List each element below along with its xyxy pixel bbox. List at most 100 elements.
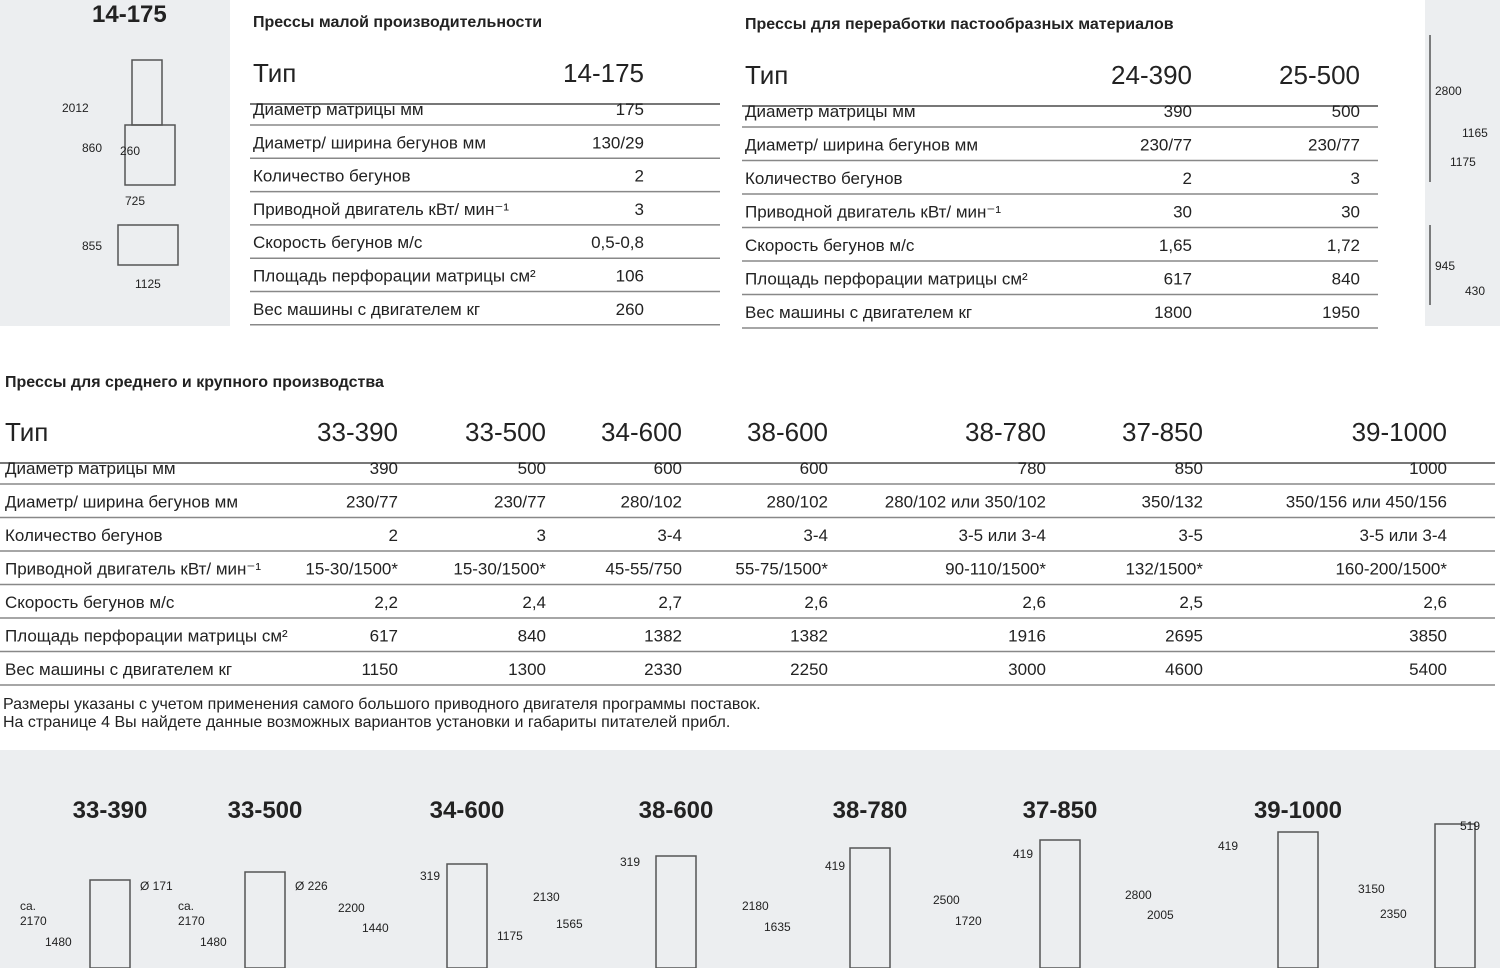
dimension: 1125 [135, 277, 161, 291]
dimension: 2350 [1380, 907, 1407, 921]
cell: Количество бегунов [253, 167, 411, 186]
dimension: 2200 [338, 901, 365, 915]
drawing-title: 14-175 [92, 1, 167, 28]
cell: 5400 [1409, 660, 1447, 679]
cell: 132/1500* [1125, 560, 1203, 579]
cell: 3 [1351, 169, 1360, 188]
cell: Приводной двигатель кВт/ мин⁻¹ [253, 200, 509, 219]
dimension: Ø 171 [140, 879, 173, 893]
cell: 2,7 [658, 593, 682, 612]
dimension: 855 [82, 239, 102, 253]
dimension: 725 [125, 194, 145, 208]
dimension: 2170 [20, 914, 47, 928]
cell: 90-110/1500* [945, 560, 1046, 579]
cell: 175 [616, 100, 644, 119]
cell: 840 [1332, 270, 1360, 289]
table-title: Прессы малой производительности [253, 14, 542, 31]
cell: Диаметр матрицы мм [253, 100, 424, 119]
cell: 230/77 [346, 493, 398, 512]
dimension: 519 [1460, 819, 1480, 833]
cell: 1000 [1409, 459, 1447, 478]
drawing-title: 37-850 [1023, 797, 1098, 824]
cell: Количество бегунов [5, 526, 163, 545]
dimension: 1175 [497, 929, 523, 943]
cell: 1382 [790, 627, 828, 646]
cell: Скорость бегунов м/с [5, 593, 175, 612]
cell: 3 [635, 200, 644, 219]
cell: 2 [1183, 169, 1192, 188]
cell: 1800 [1154, 303, 1192, 322]
cell: 2 [635, 167, 644, 186]
dimension: 419 [1218, 839, 1238, 853]
header-cell: 38-780 [965, 417, 1046, 447]
cell: Скорость бегунов м/с [253, 233, 423, 252]
dimension: 1565 [556, 917, 583, 931]
dimension: Ø 226 [295, 879, 328, 893]
cell: 55-75/1500* [735, 560, 828, 579]
cell: Количество бегунов [745, 169, 903, 188]
cell: 2250 [790, 660, 828, 679]
cell: 1382 [644, 627, 682, 646]
cell: 1,65 [1159, 236, 1192, 255]
table-title: Прессы для переработки пастообразных мат… [745, 16, 1174, 33]
machine-sketch [849, 847, 891, 968]
drawing-bg [0, 750, 1500, 968]
table-title: Прессы для среднего и крупного производс… [5, 374, 384, 391]
header-cell: 39-1000 [1352, 417, 1447, 447]
cell: 600 [654, 459, 682, 478]
machine-sketch [446, 863, 488, 968]
dimension: 1480 [45, 935, 72, 949]
dimension: 2180 [742, 899, 769, 913]
cell: Диаметр/ ширина бегунов мм [253, 133, 486, 152]
cell: 3 [537, 526, 546, 545]
cell: 840 [518, 627, 546, 646]
cell: 617 [1164, 270, 1192, 289]
cell: Скорость бегунов м/с [745, 236, 915, 255]
cell: 3-4 [803, 526, 828, 545]
cell: 1,72 [1327, 236, 1360, 255]
cell: Диаметр/ ширина бегунов мм [5, 493, 238, 512]
cell: 3850 [1409, 627, 1447, 646]
dimension: 430 [1465, 284, 1485, 298]
cell: Площадь перфорации матрицы см² [745, 270, 1028, 289]
cell: 500 [518, 459, 546, 478]
cell: 30 [1173, 203, 1192, 222]
header-cell: 33-390 [317, 417, 398, 447]
cell: 2,4 [522, 593, 546, 612]
cell: 1300 [508, 660, 546, 679]
cell: Вес машины с двигателем кг [5, 660, 232, 679]
cell: 15-30/1500* [305, 560, 398, 579]
cell: 1916 [1008, 627, 1046, 646]
dimension: 2170 [178, 914, 205, 928]
dimension: ca. [20, 899, 36, 913]
dimension: 2012 [62, 101, 89, 115]
cell: Диаметр матрицы мм [5, 459, 176, 478]
cell: 2,2 [374, 593, 398, 612]
cell: 1150 [361, 660, 398, 679]
cell: 45-55/750 [605, 560, 682, 579]
cell: Приводной двигатель кВт/ мин⁻¹ [745, 203, 1001, 222]
dimension: ca. [178, 899, 194, 913]
drawing-bg [1425, 0, 1500, 326]
machine-sketch [244, 871, 286, 968]
cell: 2,6 [1022, 593, 1046, 612]
cell: 350/156 или 450/156 [1286, 493, 1447, 512]
drawing-bg [0, 0, 230, 326]
dimension: 319 [420, 869, 440, 883]
cell: 617 [370, 627, 398, 646]
note: Размеры указаны с учетом применения само… [3, 696, 761, 713]
drawing-title: 38-600 [639, 797, 714, 824]
drawing-title: 39-1000 [1254, 797, 1342, 824]
dimension: 2500 [933, 893, 960, 907]
header-cell: 25-500 [1279, 60, 1360, 90]
header-cell: 38-600 [747, 417, 828, 447]
dimension: 2130 [533, 890, 560, 904]
cell: 1950 [1322, 303, 1360, 322]
dimension: 1635 [764, 920, 791, 934]
cell: Площадь перфорации матрицы см² [5, 627, 288, 646]
drawing-title: 34-600 [430, 797, 505, 824]
header-cell: 33-500 [465, 417, 546, 447]
cell: Диаметр матрицы мм [745, 102, 916, 121]
cell: 2695 [1165, 627, 1203, 646]
drawing-title: 33-500 [228, 797, 303, 824]
